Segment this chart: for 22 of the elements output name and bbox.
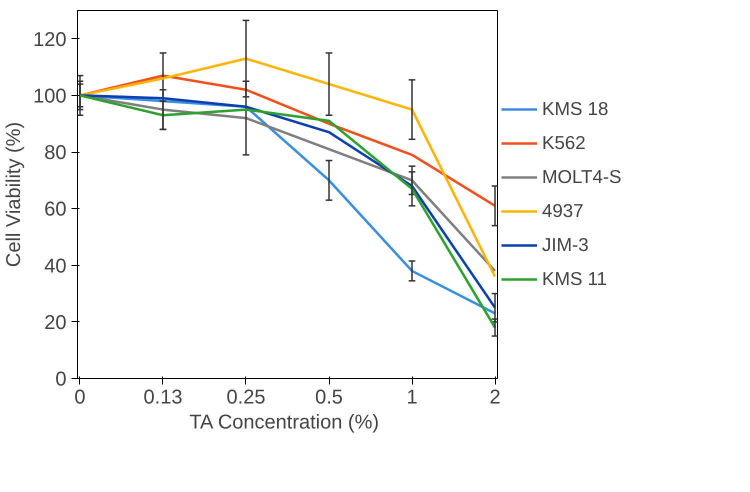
y-tick-label: 0 bbox=[55, 368, 66, 390]
line-series bbox=[78, 57, 496, 278]
x-tick-label: 2 bbox=[489, 386, 501, 408]
y-tick-label: 80 bbox=[44, 142, 67, 164]
y-axis-title: Cell Viability (%) bbox=[3, 122, 26, 268]
y-tick-label: 20 bbox=[44, 312, 67, 334]
y-tick-label: 120 bbox=[33, 28, 67, 51]
legend-label: 4937 bbox=[542, 200, 584, 222]
legend-label: JIM-3 bbox=[542, 234, 589, 256]
y-tick-label: 100 bbox=[33, 85, 67, 108]
y-tick-label: 40 bbox=[44, 255, 67, 278]
legend-label: KMS 18 bbox=[542, 98, 608, 120]
x-tick-label: 0 bbox=[74, 386, 86, 408]
x-tick-label: 0.13 bbox=[144, 386, 182, 408]
legend-label: K562 bbox=[542, 132, 586, 154]
x-tick-label: 0.25 bbox=[226, 386, 266, 408]
legend-label: MOLT4-S bbox=[542, 166, 622, 188]
y-tick-label: 60 bbox=[44, 198, 67, 221]
legend-label: KMS 11 bbox=[542, 268, 607, 290]
x-axis-title: TA Concentration (%) bbox=[189, 412, 380, 434]
x-tick-label: 0.5 bbox=[315, 386, 343, 408]
x-tick-label: 1 bbox=[406, 386, 418, 408]
